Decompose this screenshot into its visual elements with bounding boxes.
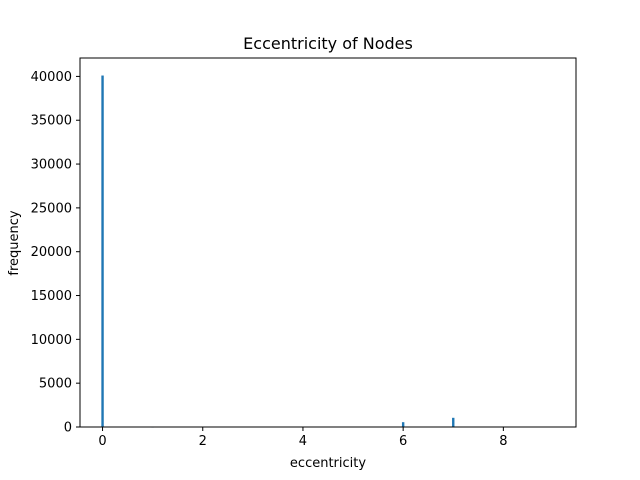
y-tick-label: 5000 <box>39 377 72 392</box>
plot-area: 0 2 4 6 8 0 5000 10000 15000 20000 25000 30000 35000… <box>31 70 508 449</box>
y-tick-label: 40000 <box>31 70 72 85</box>
histogram-bar <box>101 75 104 427</box>
x-tick-label: 6 <box>399 434 407 449</box>
y-tick-label: 0 <box>64 421 72 436</box>
histogram-bar <box>452 417 455 427</box>
y-tick-label: 15000 <box>31 289 72 304</box>
y-axis-label: frequency <box>7 210 22 276</box>
x-tick-label: 4 <box>299 434 307 449</box>
x-tick-label: 0 <box>98 434 106 449</box>
histogram-bar <box>401 422 405 427</box>
axes-frame <box>79 57 577 428</box>
chart-title: Eccentricity of Nodes <box>243 34 413 53</box>
y-tick-label: 25000 <box>31 201 72 216</box>
x-axis-label: eccentricity <box>290 456 366 471</box>
x-tick-label: 2 <box>199 434 207 449</box>
y-tick-label: 35000 <box>31 114 72 129</box>
x-tick-label: 8 <box>499 434 507 449</box>
y-tick-label: 30000 <box>31 158 72 173</box>
y-tick-label: 10000 <box>31 333 72 348</box>
y-tick-label: 20000 <box>31 245 72 260</box>
